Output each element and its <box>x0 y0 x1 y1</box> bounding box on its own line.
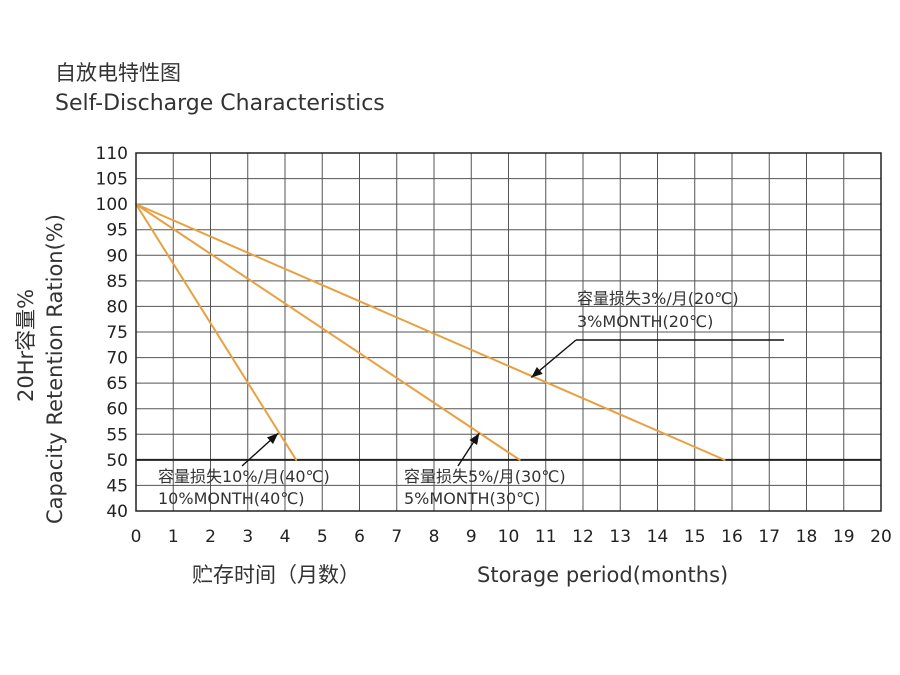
series-lines <box>135 203 726 461</box>
series-line-1 <box>135 203 298 461</box>
x-tick-label: 20 <box>870 527 892 547</box>
y-tick-label: 95 <box>106 221 128 241</box>
leader-5pct-arrowhead <box>469 433 480 445</box>
x-tick-label: 15 <box>684 527 706 547</box>
chart-title-cn: 自放电特性图 <box>55 61 181 85</box>
plot-frame <box>135 152 882 512</box>
chart-title-en: Self-Discharge Characteristics <box>55 91 385 116</box>
x-tick-label: 7 <box>391 527 402 547</box>
x-tick-label: 5 <box>317 527 328 547</box>
y-tick-label: 90 <box>106 246 128 266</box>
y-tick-label: 105 <box>96 170 128 190</box>
annotation-leaders <box>241 339 784 467</box>
annotation-5pct-cn: 容量损失5%/月(30℃) <box>404 467 566 486</box>
x-tick-label: 6 <box>354 527 365 547</box>
annotation-3pct-cn: 容量损失3%/月(20℃) <box>577 289 739 308</box>
x-tick-label: 16 <box>721 527 743 547</box>
leader-10pct-arrowhead <box>266 433 279 445</box>
x-tick-label: 1 <box>168 527 179 547</box>
leader-3pct-arrowhead <box>531 366 543 378</box>
y-tick-label: 85 <box>106 272 128 292</box>
x-tick-label: 19 <box>833 527 855 547</box>
y-axis-label-cn: 20Hr容量% <box>14 289 38 402</box>
x-tick-label: 12 <box>572 527 594 547</box>
x-tick-label: 2 <box>205 527 216 547</box>
x-tick-label: 17 <box>758 527 780 547</box>
x-axis-label-cn: 贮存时间（月数） <box>192 563 360 587</box>
y-tick-label: 100 <box>96 195 128 215</box>
x-tick-label: 10 <box>498 527 520 547</box>
x-tick-label: 11 <box>535 527 557 547</box>
grid <box>135 152 882 512</box>
x-tick-label: 3 <box>242 527 253 547</box>
y-tick-label: 75 <box>106 323 128 343</box>
y-tick-label: 80 <box>106 297 128 317</box>
y-tick-label: 60 <box>106 400 128 420</box>
annotation-3pct-en: 3%MONTH(20℃) <box>577 312 713 331</box>
annotation-10pct-cn: 容量损失10%/月(40℃) <box>158 467 330 486</box>
y-tick-label: 50 <box>106 451 128 471</box>
annotation-5pct-en: 5%MONTH(30℃) <box>404 489 540 508</box>
y-tick-label: 70 <box>106 349 128 369</box>
annotation-10pct-en: 10%MONTH(40℃) <box>158 489 305 508</box>
x-tick-label: 14 <box>647 527 669 547</box>
x-tick-label: 13 <box>609 527 631 547</box>
x-tick-label: 4 <box>280 527 291 547</box>
x-tick-label: 0 <box>131 527 142 547</box>
y-tick-label: 110 <box>96 144 128 164</box>
y-tick-label: 65 <box>106 374 128 394</box>
x-tick-label: 18 <box>796 527 818 547</box>
y-tick-label: 45 <box>106 476 128 496</box>
y-tick-label: 40 <box>106 502 128 522</box>
y-axis-label-en: Capacity Retention Ration(%) <box>43 214 67 524</box>
x-axis-label-en: Storage period(months) <box>477 563 728 587</box>
y-axis-ticks: 40 45 50 55 60 65 70 75 80 85 90 95 100 105 110 <box>96 144 128 522</box>
series-line-2 <box>135 203 521 461</box>
annotations: 容量损失10%/月(40℃) 10%MONTH(40℃) 容量损失5%/月(30… <box>158 289 739 508</box>
y-tick-label: 55 <box>106 425 128 445</box>
series-line-3 <box>135 203 726 461</box>
x-tick-label: 9 <box>466 527 477 547</box>
x-axis-ticks: 0 1 2 3 4 5 6 7 8 9 10 11 12 13 14 15 16 17 18 19 20 <box>131 527 892 547</box>
x-tick-label: 8 <box>429 527 440 547</box>
